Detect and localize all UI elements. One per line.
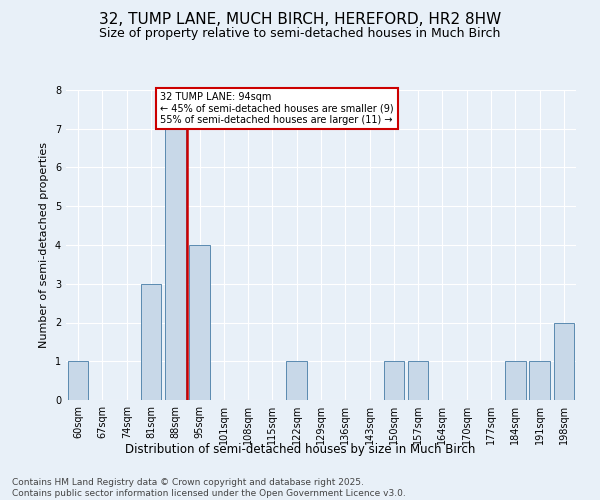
- Bar: [529, 361, 550, 400]
- Bar: [165, 128, 185, 400]
- Text: Contains HM Land Registry data © Crown copyright and database right 2025.
Contai: Contains HM Land Registry data © Crown c…: [12, 478, 406, 498]
- Y-axis label: Number of semi-detached properties: Number of semi-detached properties: [40, 142, 49, 348]
- Text: Size of property relative to semi-detached houses in Much Birch: Size of property relative to semi-detach…: [100, 28, 500, 40]
- Bar: [286, 361, 307, 400]
- Bar: [140, 284, 161, 400]
- Text: Distribution of semi-detached houses by size in Much Birch: Distribution of semi-detached houses by …: [125, 442, 475, 456]
- Bar: [408, 361, 428, 400]
- Text: 32 TUMP LANE: 94sqm
← 45% of semi-detached houses are smaller (9)
55% of semi-de: 32 TUMP LANE: 94sqm ← 45% of semi-detach…: [160, 92, 394, 124]
- Bar: [189, 245, 210, 400]
- Text: 32, TUMP LANE, MUCH BIRCH, HEREFORD, HR2 8HW: 32, TUMP LANE, MUCH BIRCH, HEREFORD, HR2…: [99, 12, 501, 28]
- Bar: [68, 361, 88, 400]
- Bar: [505, 361, 526, 400]
- Bar: [554, 322, 574, 400]
- Bar: [383, 361, 404, 400]
